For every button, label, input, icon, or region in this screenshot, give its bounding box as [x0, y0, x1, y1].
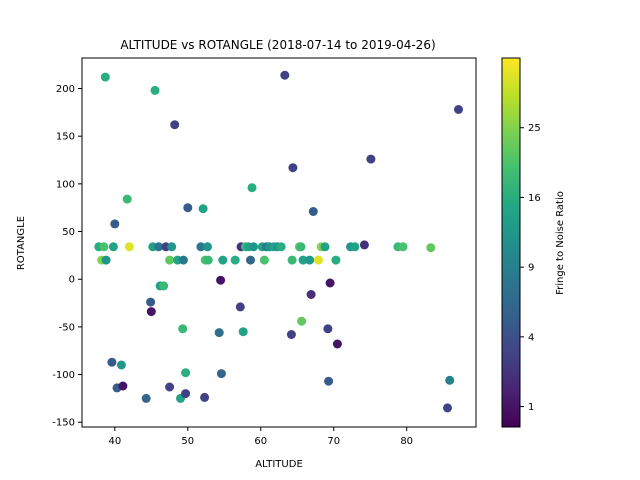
- y-tick-label: 150: [56, 132, 75, 143]
- y-tick-label: 0: [69, 275, 75, 286]
- scatter-point: [324, 376, 334, 386]
- colorbar: 1 4 9 16 25 Fringe to Noise Ratio: [501, 57, 566, 428]
- scatter-point: [107, 357, 117, 367]
- scatter-point: [198, 204, 208, 214]
- x-tick-label: 60: [254, 436, 267, 447]
- scatter-point: [276, 242, 286, 252]
- scatter-point: [216, 369, 226, 379]
- y-tick-label: -100: [52, 370, 75, 381]
- scatter-point: [247, 183, 257, 193]
- scatter-point: [238, 327, 248, 337]
- scatter-point: [196, 242, 206, 252]
- scatter-point: [110, 219, 120, 229]
- scatter-point: [445, 375, 455, 385]
- x-tick-label: 40: [108, 436, 121, 447]
- y-axis: -150 -100 -50 0 50 100 150 200: [52, 84, 82, 429]
- scatter-point: [297, 316, 307, 326]
- scatter-point: [203, 242, 212, 252]
- scatter-point: [287, 255, 297, 265]
- scatter-point: [183, 203, 193, 213]
- colorbar-label: Fringe to Noise Ratio: [555, 191, 566, 295]
- scatter-point: [124, 242, 134, 252]
- y-axis-label: ROTANGLE: [16, 216, 27, 270]
- scatter-point: [218, 255, 228, 265]
- scatter-point: [325, 278, 335, 288]
- scatter-point: [426, 243, 436, 253]
- scatter-point: [350, 242, 360, 252]
- scatter-point: [323, 324, 333, 334]
- colorbar-ticks: 1 4 9 16 25: [520, 123, 541, 413]
- scatter-point: [216, 275, 226, 285]
- chart-title: ALTITUDE vs ROTANGLE (2018-07-14 to 2019…: [120, 38, 435, 52]
- scatter-point: [99, 242, 109, 252]
- scatter-point: [359, 240, 369, 250]
- scatter-point: [443, 403, 452, 413]
- scatter-point: [332, 339, 342, 349]
- y-tick-label: 200: [56, 84, 75, 95]
- colorbar-tick-label: 25: [528, 123, 541, 134]
- scatter-point: [454, 105, 463, 114]
- colorbar-gradient: [501, 57, 521, 428]
- scatter-point: [286, 330, 296, 339]
- scatter-point: [116, 360, 126, 370]
- x-tick-label: 70: [327, 436, 340, 447]
- scatter-point: [146, 297, 156, 307]
- colorbar-tick-label: 9: [528, 263, 534, 274]
- scatter-point: [305, 255, 315, 265]
- scatter-point: [246, 255, 255, 265]
- scatter-point: [100, 72, 110, 82]
- scatter-point: [306, 290, 316, 299]
- x-axis: 40 50 60 70 80: [108, 427, 413, 447]
- scatter-point: [320, 242, 330, 252]
- y-tick-label: -150: [52, 418, 75, 429]
- scatter-point: [154, 242, 164, 252]
- scatter-point: [146, 307, 156, 317]
- scatter-point: [313, 255, 323, 265]
- scatter-point: [165, 382, 175, 392]
- scatter-point: [170, 120, 180, 130]
- scatter-point: [331, 255, 341, 265]
- scatter-point: [178, 324, 188, 334]
- colorbar-tick-label: 1: [528, 402, 534, 413]
- scatter-point: [280, 70, 290, 80]
- y-tick-label: -50: [59, 322, 75, 333]
- scatter-point: [203, 255, 213, 265]
- plot-frame: [81, 57, 477, 428]
- scatter-point: [150, 85, 160, 95]
- scatter-point: [308, 207, 318, 216]
- scatter-point: [200, 392, 210, 402]
- x-tick-label: 50: [181, 436, 194, 447]
- x-axis-label: ALTITUDE: [255, 459, 303, 470]
- colorbar-tick-label: 4: [528, 332, 534, 343]
- colorbar-tick-label: 16: [528, 193, 541, 204]
- scatter-point: [230, 255, 240, 265]
- scatter-point: [122, 194, 132, 204]
- scatter-point: [159, 281, 169, 291]
- scatter-point: [167, 242, 177, 252]
- scatter-point: [298, 255, 308, 265]
- x-tick-label: 80: [400, 436, 413, 447]
- scatter-point: [141, 393, 151, 403]
- points-layer: [94, 70, 463, 413]
- y-tick-label: 50: [62, 227, 75, 238]
- y-tick-label: 100: [56, 179, 75, 190]
- scatter-point: [181, 389, 191, 399]
- scatter-point: [181, 368, 191, 378]
- scatter-point: [165, 255, 175, 265]
- scatter-point: [108, 242, 118, 252]
- scatter-point: [366, 154, 376, 164]
- scatter-point: [235, 302, 245, 312]
- scatter-point: [296, 242, 306, 252]
- scatter-point: [249, 242, 258, 252]
- scatter-point: [288, 163, 298, 173]
- scatter-point: [398, 242, 408, 252]
- scatter-point: [101, 255, 111, 265]
- scatter-point: [259, 255, 269, 265]
- scatter-point: [214, 328, 224, 338]
- scatter-point: [118, 381, 128, 391]
- scatter-point: [178, 255, 188, 265]
